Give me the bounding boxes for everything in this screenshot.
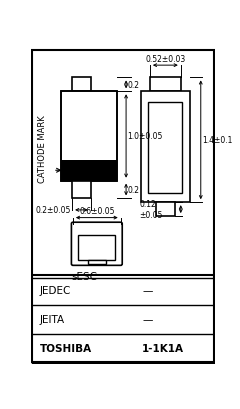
Bar [72,181,91,199]
Text: sESC: sESC [72,272,97,282]
Bar [148,103,182,193]
Bar [61,92,117,181]
Text: JEDEC: JEDEC [40,285,71,295]
Text: 0.6±0.05: 0.6±0.05 [79,207,114,216]
Bar [150,78,181,92]
Text: 1.4±0.1: 1.4±0.1 [202,136,233,145]
Text: 0.2: 0.2 [128,186,140,195]
Text: —: — [142,315,153,324]
Text: CATHODE MARK: CATHODE MARK [38,115,47,183]
Bar [156,203,174,216]
Bar [141,92,190,203]
Text: 0.52±0.03: 0.52±0.03 [145,55,186,64]
Text: 0.2: 0.2 [128,81,140,90]
Bar [88,260,106,264]
Text: —: — [142,285,153,295]
Text: 1.0±0.05: 1.0±0.05 [128,132,163,141]
Bar [72,78,91,92]
Text: 1-1K1A: 1-1K1A [142,344,184,354]
Bar [61,160,117,181]
Text: 0.12
±0.05: 0.12 ±0.05 [139,200,162,219]
Bar [78,236,115,260]
Bar [61,92,117,181]
Text: 0.2±0.05: 0.2±0.05 [35,206,71,215]
FancyBboxPatch shape [72,222,122,266]
Text: TOSHIBA: TOSHIBA [40,344,92,354]
Text: JEITA: JEITA [40,315,65,324]
